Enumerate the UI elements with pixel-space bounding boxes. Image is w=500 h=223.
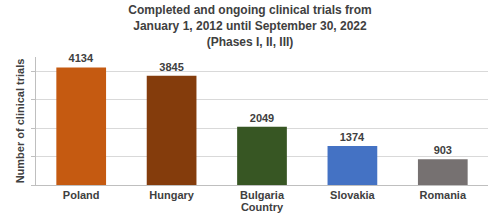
svg-text:Romania: Romania (420, 189, 467, 201)
svg-text:Hungary: Hungary (149, 189, 195, 201)
svg-text:Bulgaria: Bulgaria (240, 189, 285, 201)
svg-text:Slovakia: Slovakia (330, 189, 376, 201)
svg-text:903: 903 (434, 144, 452, 156)
svg-text:3845: 3845 (159, 61, 183, 73)
svg-text:Number of clinical trials: Number of clinical trials (14, 59, 26, 184)
svg-text:1374: 1374 (340, 131, 365, 143)
svg-text:Country: Country (241, 201, 284, 213)
svg-text:2049: 2049 (250, 112, 274, 124)
svg-text:Completed and ongoing clinical: Completed and ongoing clinical trials fr… (128, 3, 371, 48)
svg-text:Poland: Poland (63, 189, 100, 201)
svg-text:4134: 4134 (69, 52, 94, 64)
